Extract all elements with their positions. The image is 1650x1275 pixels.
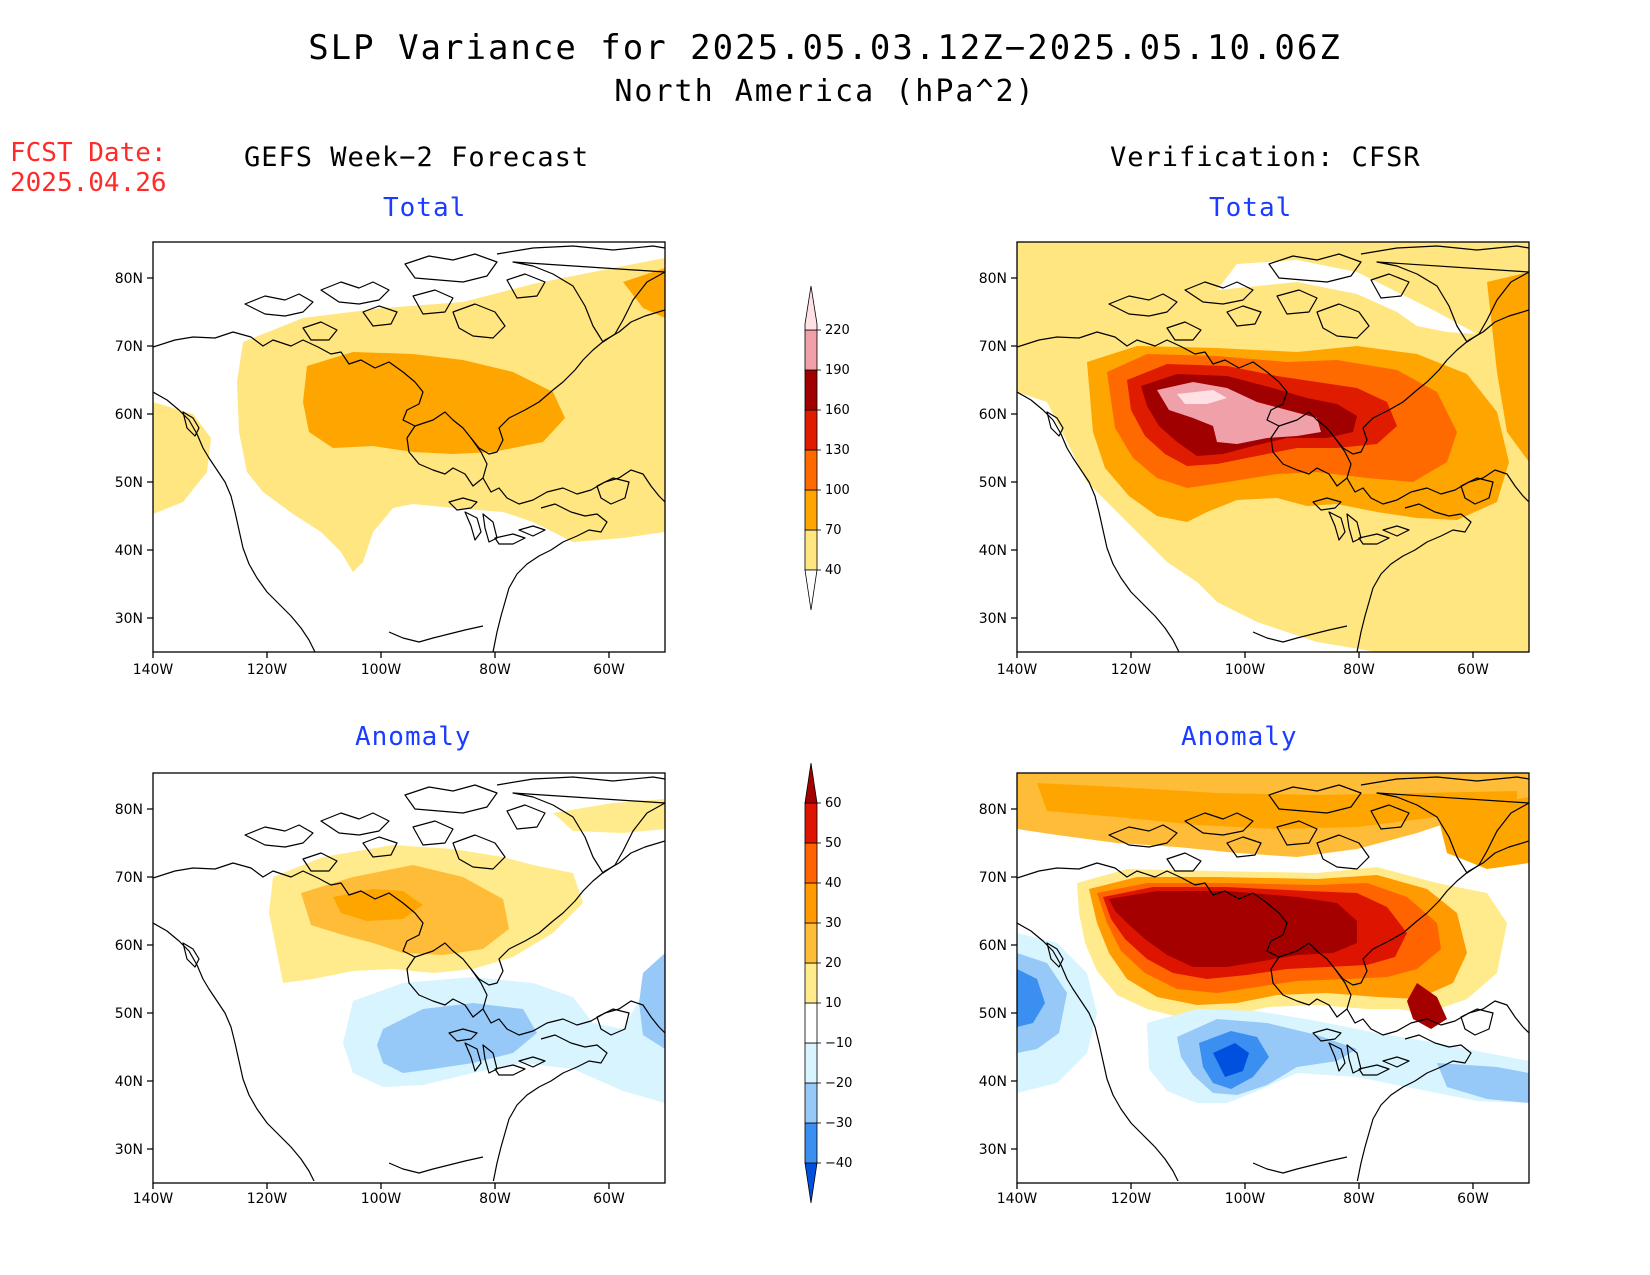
colorbar-label: 10: [825, 996, 842, 1011]
colorbar-bottom-arrow: [804, 569, 818, 611]
lat-tick-label: 70N: [115, 870, 143, 886]
sub-title: North America (hPa^2): [614, 74, 1036, 109]
colorbar-swatch: [804, 962, 818, 1004]
lat-tick-label: 30N: [115, 611, 143, 627]
lon-tick-label: 100W: [1225, 1191, 1266, 1207]
colorbar-swatch: [804, 842, 818, 884]
colorbar-label: −20: [825, 1076, 852, 1091]
total-colorbar: 40 70 100 130 160 190 220: [804, 285, 850, 611]
cfsr-anomaly-map: [1010, 772, 1530, 1190]
lon-tick-label: 60W: [593, 662, 625, 678]
lon-tick-label: 100W: [1225, 662, 1266, 678]
colorbar-label: −10: [825, 1036, 852, 1051]
lon-tick-label: 60W: [1457, 1191, 1489, 1207]
cfsr-total-title: Total: [1209, 193, 1293, 223]
lat-tick-label: 60N: [979, 938, 1007, 954]
lat-tick-label: 50N: [115, 1006, 143, 1022]
main-title: SLP Variance for 2025.05.03.12Z−2025.05.…: [308, 28, 1342, 68]
colorbar-swatch: [804, 1042, 818, 1084]
lat-tick-label: 70N: [979, 339, 1007, 355]
colorbar-swatch: [804, 449, 818, 491]
lat-tick-label: 50N: [115, 475, 143, 491]
lat-tick-label: 40N: [979, 1074, 1007, 1090]
lon-tick-label: 120W: [247, 1191, 288, 1207]
anomaly-colorbar: −40 −30 −20 −10 10 20 30 40 50 60: [804, 762, 852, 1204]
fcst-date-label: FCST Date:: [10, 138, 167, 168]
lon-tick-label: 120W: [1111, 1191, 1152, 1207]
lon-tick-label: 80W: [1343, 1191, 1375, 1207]
colorbar-top-arrow: [804, 762, 818, 804]
lat-tick-label: 30N: [979, 611, 1007, 627]
gefs-anomaly-map: [146, 772, 666, 1190]
fcst-date-block: FCST Date: 2025.04.26: [10, 138, 167, 198]
lon-tick-label: 120W: [247, 662, 288, 678]
colorbar-label: 40: [825, 563, 842, 578]
colorbar-label: 60: [825, 796, 842, 811]
colorbar-bottom-arrow: [804, 1162, 818, 1204]
colorbar-swatch: [804, 802, 818, 844]
lat-tick-label: 30N: [979, 1142, 1007, 1158]
colorbar-swatch: [804, 409, 818, 451]
lon-tick-label: 60W: [1457, 662, 1489, 678]
lat-tick-label: 50N: [979, 475, 1007, 491]
colorbar-swatch: [804, 529, 818, 571]
lon-tick-label: 100W: [361, 662, 402, 678]
lat-tick-label: 60N: [979, 407, 1007, 423]
lat-tick-label: 80N: [979, 802, 1007, 818]
gefs-total-map: [146, 241, 666, 659]
lon-tick-label: 80W: [1343, 662, 1375, 678]
colorbar-label: 30: [825, 916, 842, 931]
lon-tick-label: 60W: [593, 1191, 625, 1207]
lat-tick-label: 80N: [979, 271, 1007, 287]
colorbar-label: 20: [825, 956, 842, 971]
colorbar-swatch: [804, 489, 818, 531]
lat-tick-label: 80N: [115, 271, 143, 287]
lon-tick-label: 100W: [361, 1191, 402, 1207]
lat-tick-label: 30N: [115, 1142, 143, 1158]
lat-tick-label: 40N: [979, 543, 1007, 559]
lon-tick-label: 80W: [479, 662, 511, 678]
colorbar-swatch: [804, 369, 818, 411]
colorbar-swatch: [804, 882, 818, 924]
colorbar-label: 130: [825, 443, 850, 458]
colorbar-label: 50: [825, 836, 842, 851]
cfsr-anomaly-title: Anomaly: [1181, 722, 1298, 752]
lat-tick-label: 40N: [115, 1074, 143, 1090]
gefs-total-title: Total: [383, 193, 467, 223]
lon-tick-label: 80W: [479, 1191, 511, 1207]
lon-tick-label: 140W: [997, 1191, 1038, 1207]
cfsr-total-map: [1010, 241, 1530, 659]
fcst-date-value: 2025.04.26: [10, 168, 167, 198]
colorbar-label: 220: [825, 323, 850, 338]
lat-tick-label: 60N: [115, 407, 143, 423]
colorbar-label: 190: [825, 363, 850, 378]
colorbar-label: −30: [825, 1116, 852, 1131]
axis-tick-labels: 80N 70N 60N 50N 40N 30N 140W 120W 100W 80W 60W 80N 7…: [115, 271, 1489, 1207]
lat-tick-label: 40N: [115, 543, 143, 559]
colorbar-swatch: [804, 1082, 818, 1124]
colorbar-label: 100: [825, 483, 850, 498]
colorbar-top-arrow: [804, 285, 818, 331]
left-column-title: GEFS Week−2 Forecast: [244, 142, 590, 173]
lon-tick-label: 120W: [1111, 662, 1152, 678]
colorbar-swatch: [804, 329, 818, 371]
colorbar-label: 40: [825, 876, 842, 891]
lon-tick-label: 140W: [997, 662, 1038, 678]
colorbar-label: −40: [825, 1156, 852, 1171]
lon-tick-label: 140W: [133, 662, 174, 678]
gefs-anomaly-title: Anomaly: [355, 722, 472, 752]
lat-tick-label: 50N: [979, 1006, 1007, 1022]
colorbar-label: 160: [825, 403, 850, 418]
colorbar-swatch: [804, 922, 818, 964]
lat-tick-label: 70N: [979, 870, 1007, 886]
lon-tick-label: 140W: [133, 1191, 174, 1207]
colorbar-swatch: [804, 1002, 818, 1044]
lat-tick-label: 60N: [115, 938, 143, 954]
lat-tick-label: 70N: [115, 339, 143, 355]
right-column-title: Verification: CFSR: [1110, 142, 1421, 173]
colorbar-swatch: [804, 1122, 818, 1164]
colorbar-label: 70: [825, 523, 842, 538]
lat-tick-label: 80N: [115, 802, 143, 818]
